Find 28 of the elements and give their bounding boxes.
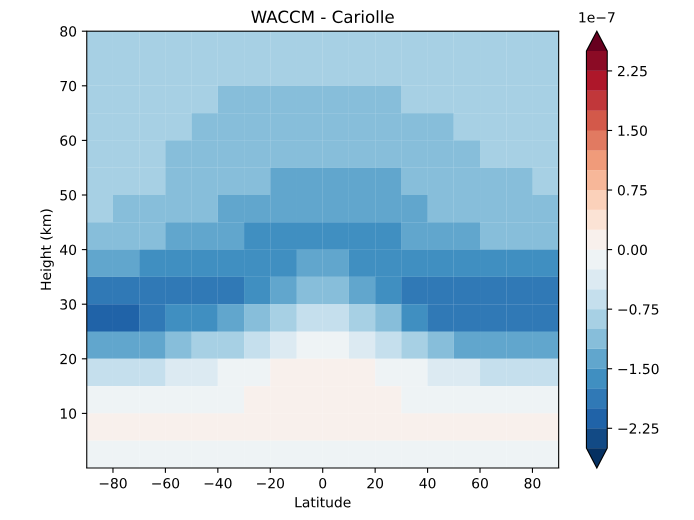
y-axis-title: Height (km) [40, 209, 54, 290]
y-tick-label: 70 [60, 80, 76, 92]
color-bar-label: 0.00 [618, 244, 647, 256]
x-axis-title: Latitude [295, 496, 351, 508]
x-tick-label: 80 [524, 478, 540, 488]
y-tick-label: 60 [60, 135, 76, 146]
x-tick-label: 60 [472, 478, 488, 488]
y-tick-label: 20 [60, 354, 76, 364]
x-tick-label: 40 [419, 478, 436, 488]
x-tick-label: −60 [152, 478, 180, 488]
color-bar-title: 1e−7 [579, 12, 615, 23]
color-bar-label: 2.25 [618, 66, 647, 76]
color-bar-label: −2.25 [618, 423, 658, 434]
x-tick-label: −80 [100, 478, 127, 488]
chart-title: WACCM - Cariolle [251, 10, 394, 24]
x-tick-label: −40 [204, 478, 232, 488]
color-bar-label: −1.50 [618, 364, 659, 374]
y-tick-label: 10 [60, 408, 76, 419]
color-bar-label: −0.75 [618, 304, 658, 315]
y-tick-label: 30 [60, 299, 76, 310]
color-bar-label: 0.75 [618, 185, 647, 196]
y-tick-label: 40 [60, 244, 76, 256]
x-tick-label: −20 [257, 478, 284, 488]
x-tick-label: 20 [367, 478, 384, 488]
y-tick-label: 80 [60, 26, 76, 37]
x-tick-label: 0 [319, 478, 326, 488]
y-tick-label: 50 [60, 190, 76, 200]
color-bar-label: 1.50 [618, 125, 647, 136]
